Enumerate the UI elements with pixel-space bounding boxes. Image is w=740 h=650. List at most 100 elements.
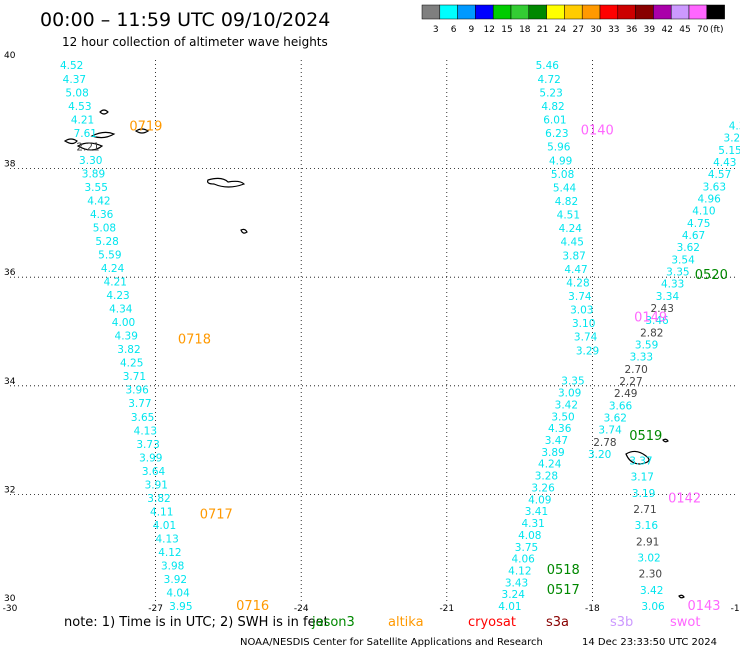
swh-value: 2.82 <box>640 327 663 339</box>
track-0149: 0149 <box>634 311 667 326</box>
x-tick-label: -15 <box>731 604 740 614</box>
swh-value: 3.82 <box>117 344 140 356</box>
swh-value: 3.62 <box>604 413 627 425</box>
track-time-label: 0520 <box>695 268 728 283</box>
swh-value: 3.09 <box>558 388 581 400</box>
footer-credit: NOAA/NESDIS Center for Satellite Applica… <box>240 637 543 648</box>
swh-value: 4.25 <box>120 358 143 370</box>
swh-value: 4.13 <box>155 533 178 545</box>
swh-value: 3.99 <box>139 452 162 464</box>
swh-value: 4.43 <box>713 157 736 169</box>
swh-value: 4.47 <box>564 264 587 276</box>
swh-value: 3.98 <box>161 560 184 572</box>
swh-value: 4.67 <box>682 230 705 242</box>
swh-value: 4.36 <box>90 209 114 221</box>
colorbar-swatch <box>688 4 708 20</box>
track-0519: 0519 <box>629 429 662 444</box>
swh-value: 4.24 <box>538 459 562 471</box>
y-tick-label: 38 <box>4 160 16 170</box>
swh-value: 4.09 <box>528 494 551 506</box>
x-tick-label: -27 <box>148 604 163 614</box>
swh-value: 3.41 <box>525 506 548 518</box>
island-porto-santo <box>662 438 669 443</box>
satellite-tracks: 4.524.375.084.534.217.612.213.303.893.55… <box>60 60 740 614</box>
swh-value: 4.08 <box>518 530 541 542</box>
track-time-label: 0716 <box>236 599 269 614</box>
swh-value: 3.42 <box>555 399 578 411</box>
swh-value: 5.44 <box>553 182 577 194</box>
swh-value: 3.03 <box>570 305 593 317</box>
swh-value: 3.62 <box>677 242 700 254</box>
swh-value: 3.35 <box>666 267 689 279</box>
colorbar-swatch <box>635 4 654 20</box>
colorbar-unit: (ft) <box>710 25 724 35</box>
swh-value: 4.36 <box>548 423 572 435</box>
island-faial <box>76 142 104 151</box>
swh-value: 3.02 <box>637 553 660 565</box>
colorbar-swatch <box>599 4 619 20</box>
swh-value: 3.47 <box>545 435 568 447</box>
swh-value: 4.23 <box>106 290 129 302</box>
colorbar-tick-label: 39 <box>644 25 656 35</box>
swh-value: 3.26 <box>531 482 555 494</box>
swh-value: 3.65 <box>131 412 154 424</box>
swh-value: 2.78 <box>593 437 616 449</box>
track-time-label: 0719 <box>129 120 162 135</box>
swh-value: 3.28 <box>535 471 558 483</box>
satellite-legend-item: swot <box>670 615 700 630</box>
swh-value: 3.89 <box>82 168 105 180</box>
track-time-label: 0143 <box>687 599 720 614</box>
chart-subtitle: 12 hour collection of altimeter wave hei… <box>62 35 328 49</box>
swh-value: 2.43 <box>651 303 674 315</box>
swh-value: 5.59 <box>98 250 121 262</box>
y-tick-label: 30 <box>4 594 16 604</box>
swh-value: 3.66 <box>609 400 633 412</box>
satellite-legend: jason3 altika cryosat s3a s3b swot <box>311 615 700 630</box>
swh-value: 4.24 <box>101 263 125 275</box>
colorbar-swatch <box>546 4 565 20</box>
swh-value: 4.04 <box>166 588 190 600</box>
swh-value: 3.16 <box>635 520 659 532</box>
colorbar-swatch <box>564 4 583 20</box>
colorbar-tick-label: 3 <box>433 25 439 35</box>
island-outlines <box>63 109 685 599</box>
island-graciosa <box>134 128 150 134</box>
swh-value: 5.46 <box>536 60 560 72</box>
swh-value: 3.20 <box>588 449 611 461</box>
colorbar-swatch <box>492 4 512 20</box>
colorbar-swatch <box>617 4 636 20</box>
swh-value: 2.70 <box>624 364 647 376</box>
swh-value: 3.19 <box>632 488 655 500</box>
satellite-legend-item: cryosat <box>468 615 516 630</box>
colorbar-tick-label: 6 <box>451 25 457 35</box>
swh-value: 4.37 <box>729 121 740 133</box>
colorbar-tick-label: 42 <box>661 25 672 35</box>
colorbar-tick-label: 12 <box>483 25 494 35</box>
swh-value: 3.50 <box>551 411 574 423</box>
swh-value: 2.30 <box>639 569 662 581</box>
swh-value: 4.13 <box>134 425 157 437</box>
swh-value: 3.43 <box>505 577 528 589</box>
swh-value: 5.08 <box>65 87 88 99</box>
colorbar-tick-label: 30 <box>590 25 602 35</box>
track-time-label: 0518 <box>547 563 580 578</box>
swh-value: 4.06 <box>511 554 535 566</box>
island-selvagens <box>678 594 685 599</box>
swh-value: 4.24 <box>559 223 583 235</box>
swh-value: 4.52 <box>60 60 83 72</box>
swh-value: 2.71 <box>633 504 656 516</box>
swh-value: 4.99 <box>549 155 572 167</box>
colorbar-tick-label: 36 <box>626 25 638 35</box>
colorbar-swatch <box>706 4 725 20</box>
chart-title: 00:00 – 11:59 UTC 09/10/2024 <box>40 9 330 31</box>
swh-value: 3.63 <box>703 181 726 193</box>
grid-lines <box>10 60 738 603</box>
swh-value: 3.75 <box>515 542 538 554</box>
track-0717: 0717 <box>200 507 233 522</box>
colorbar-swatch <box>510 4 530 20</box>
track-time-label: 0149 <box>634 311 667 326</box>
swh-value: 3.74 <box>598 425 622 437</box>
swh-value: 4.12 <box>508 565 531 577</box>
axis-ticks: -30 -27 -24 -21 -18 -15 30 32 34 36 38 40 <box>3 51 740 614</box>
swh-value: 3.74 <box>568 291 592 303</box>
